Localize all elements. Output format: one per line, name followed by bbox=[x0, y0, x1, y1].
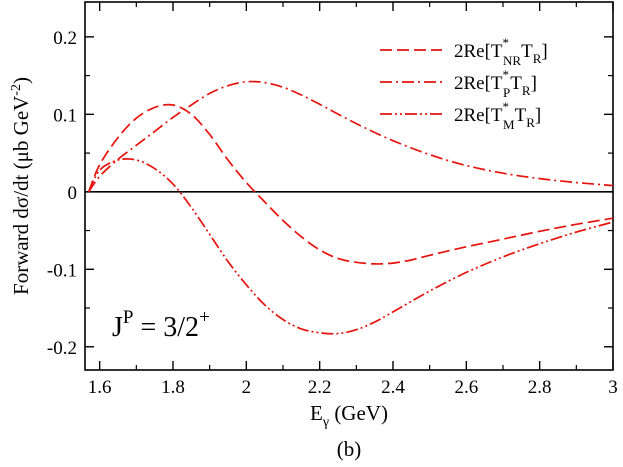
y-tick-label: 0 bbox=[68, 183, 78, 204]
series-line-3 bbox=[87, 158, 614, 335]
x-tick-label: 2.8 bbox=[528, 377, 552, 398]
x-tick-label: 2.6 bbox=[454, 377, 478, 398]
x-tick-label: 3 bbox=[608, 377, 618, 398]
x-tick-label: 2.4 bbox=[381, 377, 405, 398]
plot-frame bbox=[84, 1, 614, 371]
legend-entry-1: 2Re[T* NRTR] bbox=[380, 35, 548, 68]
axis-ticks: 1.6 1.8 2 2.2 2.4 2.6 2.8 3 -0.2 -0.1 0 0.1 0.2 bbox=[47, 2, 618, 398]
series-line-2 bbox=[87, 80, 614, 193]
x-tick-label: 1.6 bbox=[88, 377, 112, 398]
y-tick-label: 0.2 bbox=[53, 28, 77, 49]
y-tick-label: -0.1 bbox=[47, 260, 77, 281]
legend-entry-2: 2Re[T* PTR] bbox=[380, 67, 537, 100]
y-tick-label: 0.1 bbox=[53, 105, 77, 126]
legend-label: 2Re[T* PTR] bbox=[454, 67, 537, 100]
x-tick-label: 1.8 bbox=[161, 377, 185, 398]
x-tick-label: 2.2 bbox=[308, 377, 332, 398]
y-tick-label: -0.2 bbox=[47, 338, 77, 359]
series-line-1 bbox=[87, 103, 614, 265]
legend-label: 2Re[T* MTR] bbox=[454, 99, 541, 132]
legend: 2Re[T* NRTR]2Re[T* PTR]2Re[T* MTR] bbox=[380, 35, 548, 132]
chart-caption: (b) bbox=[337, 437, 362, 461]
spin-parity-annotation: JP = 3/2+ bbox=[112, 307, 210, 343]
x-tick-label: 2 bbox=[242, 377, 252, 398]
legend-label: 2Re[T* NRTR] bbox=[454, 35, 548, 68]
y-axis-label: Forward dσ/dt (μb GeV-2) bbox=[9, 77, 33, 295]
legend-entry-3: 2Re[T* MTR] bbox=[380, 99, 541, 132]
x-axis-label: Eγ (GeV) bbox=[310, 401, 388, 430]
series-curves bbox=[87, 80, 614, 335]
